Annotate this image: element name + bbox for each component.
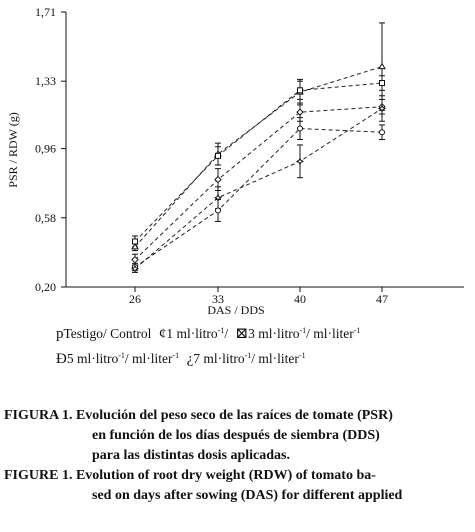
data-point-square (215, 152, 221, 159)
legend-sup: -1 (298, 351, 306, 360)
legend-label: 1 ml·litro (166, 326, 218, 341)
caption-es-label: FIGURA 1. (4, 408, 73, 423)
caption-es-text-1: Evolución del peso seco de las raíces de… (75, 408, 393, 423)
data-point-diamond (131, 255, 139, 264)
y-tick-label: 1,71 (35, 5, 56, 19)
caption-en-label: FIGURE 1. (4, 468, 73, 483)
legend-item-7ml: ¿7 ml·litro-1/ ml·liter-1 (186, 351, 306, 367)
legend-after: / (224, 326, 229, 341)
markers (130, 62, 387, 273)
legend-sup: -1 (353, 326, 361, 335)
series-line-triangle (134, 66, 383, 248)
data-point-circle (297, 125, 303, 132)
y-tick-label: 0,20 (35, 280, 56, 294)
legend-after: / ml·liter (124, 351, 173, 366)
data-point-triangle (131, 242, 139, 250)
x-axis-title: DAS / DDS (207, 303, 264, 317)
x-tick-label: 40 (294, 292, 306, 306)
legend-sup: -1 (299, 326, 307, 335)
legend-label: 5 ml·litro (66, 351, 119, 366)
data-point-star (213, 193, 223, 202)
caption-es-line-2: en función de los días después de siembr… (92, 428, 380, 443)
series-line-star (134, 108, 383, 270)
legend-item-1ml: ¢1 ml·litro-1/ (158, 326, 229, 342)
legend-label: 7 ml·litro (193, 351, 245, 366)
series-line-square (134, 82, 383, 242)
axes (65, 12, 464, 288)
legend-symbol: p (56, 326, 64, 342)
legend: pTestigo/ Control ¢1 ml·litro-1/ ⊠3 ml·l… (56, 320, 466, 370)
y-tick-label: 0,96 (35, 142, 56, 156)
legend-symbol: ¿ (186, 351, 194, 367)
y-ticks: 0,20 0,58 0,96 1,33 1,71 (35, 5, 66, 294)
figure-caption: FIGURA 1. Evolución del peso seco de las… (4, 406, 472, 506)
x-tick-label: 26 (129, 292, 141, 306)
legend-item-control: pTestigo/ Control (56, 326, 152, 342)
x-tick-label: 47 (376, 292, 388, 306)
legend-row-2: Ð5 ml·litro-1/ ml·liter-1 ¿7 ml·litro-1/… (56, 345, 466, 370)
series-line-circle (134, 128, 383, 268)
legend-symbol: Ð (56, 351, 67, 367)
legend-symbol: ⊠ (235, 326, 249, 342)
data-point-star (295, 157, 305, 166)
x-ticks: 26 33 40 47 (129, 287, 388, 306)
line-chart: 0,20 0,58 0,96 1,33 1,71 26 33 40 47 PSR / RDW … (6, 5, 464, 317)
data-point-triangle (378, 62, 386, 70)
legend-sup: -1 (244, 351, 252, 360)
data-point-star (377, 104, 387, 113)
legend-sup: -1 (172, 351, 180, 360)
caption-es-line-1: FIGURA 1. Evolución del peso seco de las… (4, 406, 472, 426)
series-line-diamond (134, 106, 383, 261)
legend-symbol: ¢ (158, 326, 167, 342)
data-point-square (132, 238, 138, 245)
legend-label: Testigo/ Control (63, 326, 152, 341)
data-point-square (297, 87, 303, 94)
legend-row-1: pTestigo/ Control ¢1 ml·litro-1/ ⊠3 ml·l… (56, 320, 466, 345)
y-tick-label: 0,58 (35, 211, 56, 225)
y-axis-title: PSR / RDW (g) (6, 112, 20, 187)
series-lines (134, 66, 383, 270)
legend-after: / ml·liter (251, 351, 299, 366)
data-point-diamond (214, 175, 222, 184)
y-tick-label: 1,33 (35, 74, 56, 88)
legend-sup: -1 (118, 351, 125, 360)
data-point-square (379, 80, 385, 87)
caption-en-text-1: Evolution of root dry weight (RDW) of to… (75, 468, 376, 483)
x-tick-label: 33 (212, 292, 224, 306)
caption-es-line-3: para las distintas dosis aplicadas. (92, 448, 290, 463)
caption-en-line-2: sed on days after sowing (DAS) for diffe… (92, 488, 403, 503)
data-point-diamond (296, 108, 304, 116)
data-point-circle (379, 129, 385, 136)
legend-item-5ml: Ð5 ml·litro-1/ ml·liter-1 (56, 351, 180, 367)
data-point-star (130, 264, 140, 273)
legend-after: / ml·liter (306, 326, 354, 341)
legend-sup: -1 (217, 326, 225, 335)
legend-item-3ml: ⊠3 ml·litro-1/ ml·liter-1 (235, 326, 361, 342)
data-point-circle (215, 207, 221, 214)
caption-en-line-1: FIGURE 1. Evolution of root dry weight (… (4, 466, 472, 486)
legend-label: 3 ml·litro (248, 326, 300, 341)
error-bars (132, 22, 385, 273)
